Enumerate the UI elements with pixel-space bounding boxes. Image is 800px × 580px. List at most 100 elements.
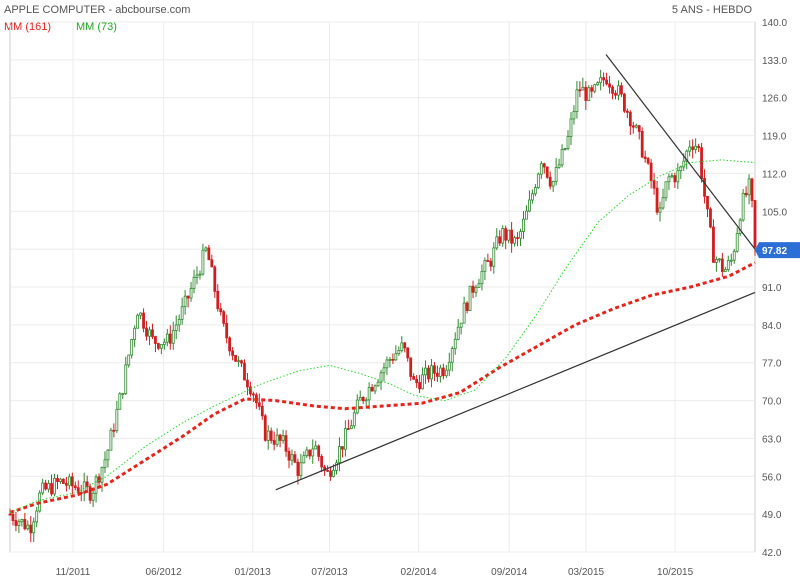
candle-body	[257, 402, 261, 407]
candle-body	[590, 87, 594, 92]
candle-body	[97, 476, 101, 483]
candle-body	[231, 350, 235, 356]
candle-body	[373, 385, 377, 392]
candles	[8, 69, 757, 543]
candle-body	[486, 260, 490, 262]
candle-body	[100, 467, 104, 483]
candle-body	[605, 79, 608, 85]
candle-body	[94, 476, 98, 494]
candle-body	[127, 354, 131, 366]
candle-body	[115, 408, 119, 431]
candle-body	[563, 148, 567, 150]
candle-body	[450, 348, 454, 363]
candle-body	[703, 178, 706, 197]
candle-body	[510, 229, 514, 244]
candle-body	[26, 524, 30, 530]
candle-body	[335, 462, 338, 471]
candle-body	[640, 131, 644, 158]
candle-body	[168, 333, 172, 344]
candle-body	[712, 226, 715, 263]
candle-body	[673, 175, 677, 183]
candle-body	[121, 393, 125, 395]
grid	[9, 21, 756, 553]
candle-body	[361, 397, 365, 402]
candle-body	[358, 397, 362, 401]
candle-body	[492, 247, 496, 267]
candle-body	[539, 163, 543, 175]
candle-body	[643, 156, 647, 159]
candle-body	[385, 359, 389, 369]
moving-averages	[9, 159, 756, 514]
candle-body	[177, 318, 181, 326]
candle-body	[557, 164, 561, 168]
candle-body	[688, 146, 692, 152]
candle-body	[697, 145, 701, 149]
candle-body	[174, 324, 178, 331]
candle-body	[667, 176, 671, 183]
candle-body	[741, 192, 745, 221]
candle-body	[388, 358, 392, 361]
candle-body	[234, 354, 237, 362]
candle-body	[661, 197, 665, 209]
candle-body	[302, 455, 306, 464]
y-tick-label: 42.0	[762, 548, 782, 559]
candle-body	[732, 250, 736, 261]
candle-body	[364, 399, 368, 402]
candle-body	[706, 195, 709, 210]
candle-body	[47, 483, 50, 490]
candle-body	[183, 295, 187, 308]
candle-body	[379, 372, 383, 383]
candle-body	[317, 445, 321, 457]
candle-body	[64, 483, 68, 486]
y-tick-label: 112.0	[762, 169, 787, 180]
candle-body	[8, 513, 12, 516]
candle-body	[679, 166, 683, 172]
candle-body	[474, 286, 478, 293]
candle-body	[210, 259, 214, 268]
candle-body	[290, 454, 294, 461]
candle-body	[548, 176, 552, 187]
trendline-resistance	[605, 54, 756, 250]
candle-body	[560, 149, 564, 166]
candle-body	[338, 446, 341, 464]
candle-body	[219, 308, 223, 313]
candle-body	[237, 360, 240, 363]
candle-body	[228, 337, 232, 352]
candle-body	[415, 378, 419, 383]
candle-body	[545, 166, 549, 178]
candle-body	[456, 326, 460, 340]
candle-body	[260, 405, 264, 417]
candle-body	[162, 341, 166, 345]
candle-body	[418, 382, 422, 390]
candle-body	[596, 82, 600, 86]
candle-body	[617, 85, 620, 96]
candle-body	[646, 158, 650, 164]
candle-body	[421, 374, 424, 390]
candle-body	[685, 150, 689, 162]
period-label: 5 ANS - HEBDO	[672, 4, 753, 16]
candle-body	[20, 519, 24, 523]
x-tick-label: 07/2013	[311, 567, 348, 578]
candle-body	[599, 77, 603, 83]
candle-body	[676, 170, 680, 183]
candle-body	[637, 125, 641, 132]
last-price-label: 97.82	[762, 246, 787, 257]
candle-body	[614, 92, 617, 96]
candle-body	[53, 477, 56, 495]
candle-body	[436, 372, 439, 377]
candle-body	[198, 273, 202, 276]
candle-body	[35, 510, 39, 523]
candle-body	[620, 85, 623, 95]
candle-body	[352, 412, 356, 427]
candle-body	[471, 285, 475, 293]
candle-body	[133, 327, 137, 340]
candle-body	[349, 425, 353, 429]
candle-body	[332, 469, 335, 477]
candle-body	[625, 110, 629, 113]
candle-body	[17, 521, 21, 526]
candle-body	[73, 485, 77, 489]
candle-body	[320, 456, 324, 468]
candle-body	[664, 181, 668, 199]
candle-body	[530, 193, 534, 201]
candle-body	[412, 376, 416, 380]
